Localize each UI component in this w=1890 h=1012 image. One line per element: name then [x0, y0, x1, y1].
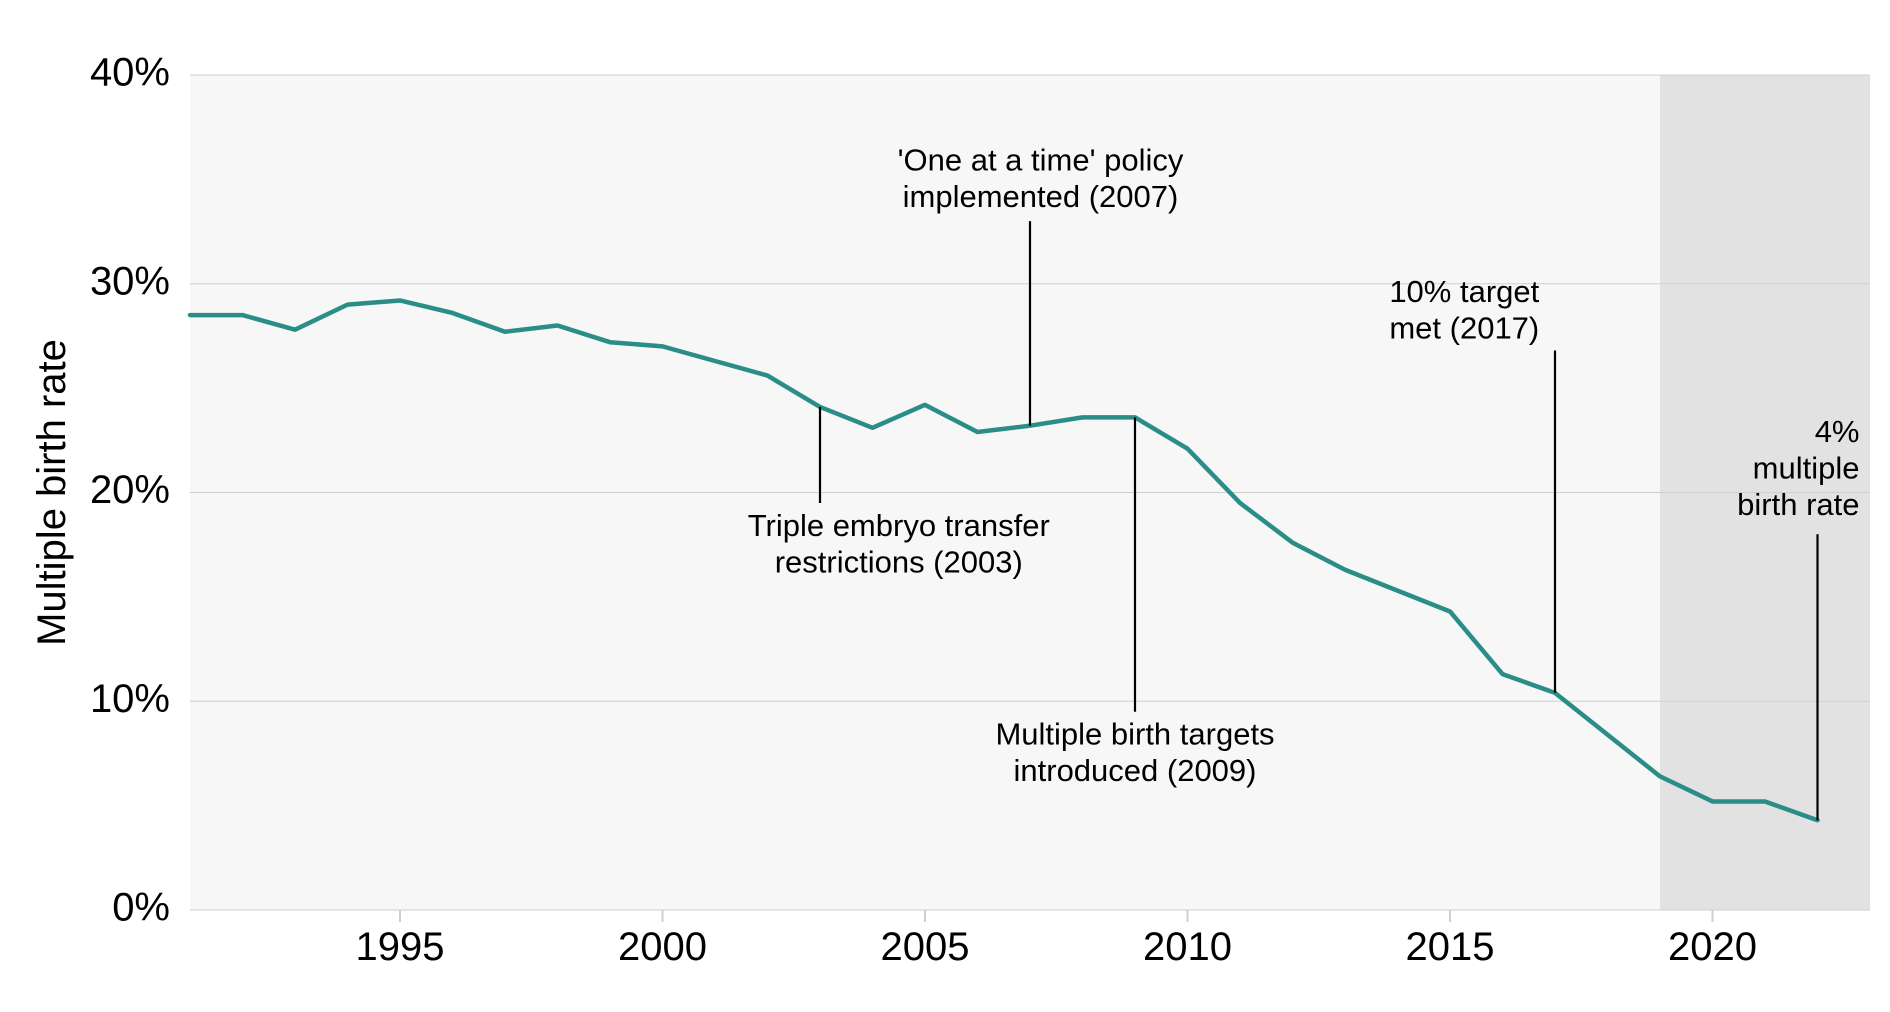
y-tick-label: 30% [90, 259, 170, 303]
y-tick-label: 10% [90, 677, 170, 721]
y-tick-label: 0% [112, 886, 170, 930]
line-chart-svg: 0% 10% 20% 30% 40% 1995 2000 2005 2010 2015 2020 Mu… [0, 0, 1890, 1012]
x-tick-label: 2020 [1668, 925, 1757, 969]
y-tick-label: 40% [90, 51, 170, 95]
x-tick-label: 2015 [1406, 925, 1495, 969]
annotation-label: Triple embryo transfer [748, 508, 1050, 543]
x-tick-label: 2010 [1143, 925, 1232, 969]
annotation-label: 'One at a time' policy [898, 142, 1184, 177]
annotation-label: introduced (2009) [1014, 753, 1257, 788]
y-axis-title: Multiple birth rate [30, 339, 74, 646]
annotation-label: implemented (2007) [903, 179, 1179, 214]
annotation-label: 10% target [1389, 274, 1539, 309]
annotation-label: birth rate [1737, 487, 1859, 522]
annotation-label: 4% [1815, 414, 1860, 449]
annotation-targets-introduced: Multiple birth targetsintroduced (2009) [995, 717, 1274, 789]
x-tick-label: 2005 [881, 925, 970, 969]
annotation-label: met (2017) [1389, 311, 1539, 346]
annotation-one-at-a-time: 'One at a time' policyimplemented (2007) [898, 142, 1184, 214]
x-tick-label: 2000 [618, 925, 707, 969]
annotation-target-met: 10% targetmet (2017) [1389, 274, 1539, 346]
chart-container: 0% 10% 20% 30% 40% 1995 2000 2005 2010 2015 2020 Mu… [0, 0, 1890, 1012]
annotation-label: restrictions (2003) [775, 544, 1023, 579]
annotation-label: Multiple birth targets [995, 717, 1274, 752]
x-tick-label: 1995 [356, 925, 445, 969]
annotation-label: multiple [1753, 450, 1860, 485]
y-tick-label: 20% [90, 468, 170, 512]
annotation-triple-embryo: Triple embryo transferrestrictions (2003… [748, 508, 1050, 580]
